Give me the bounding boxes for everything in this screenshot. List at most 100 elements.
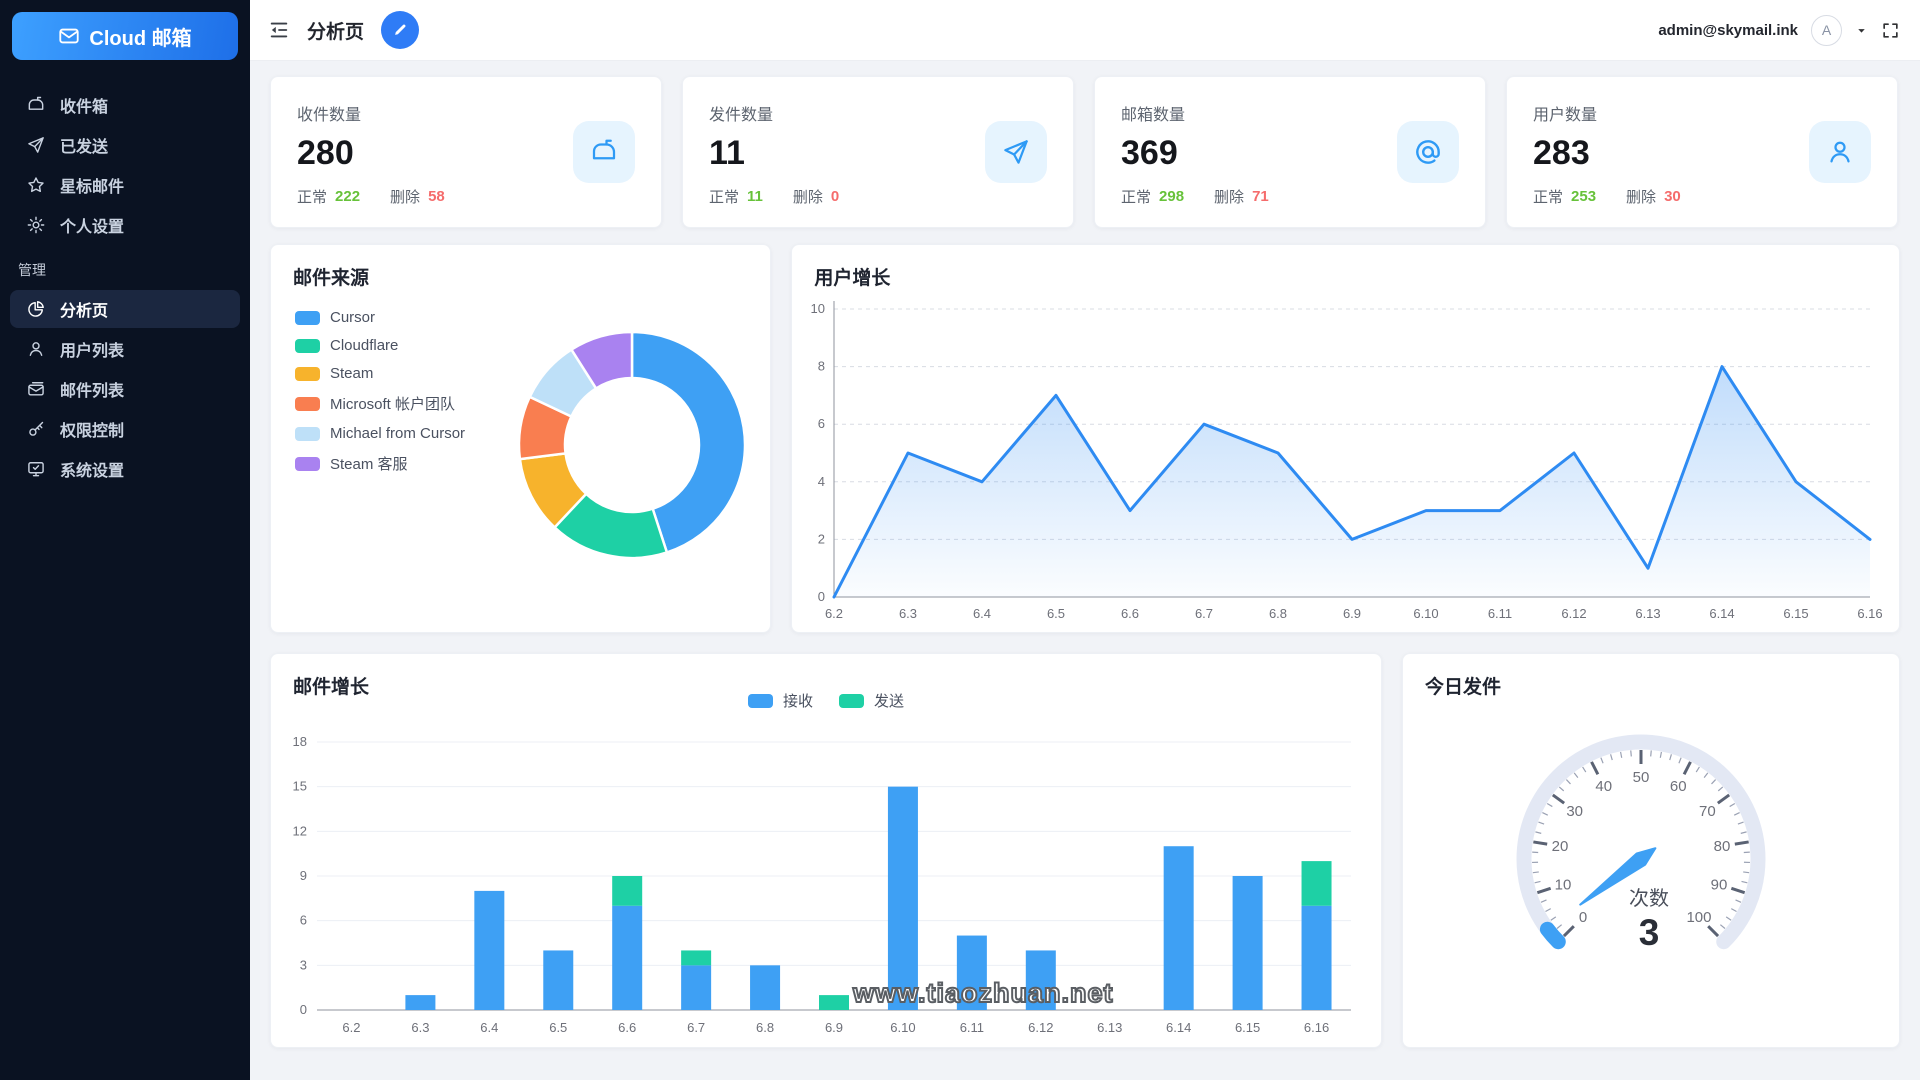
- legend-item[interactable]: Michael from Cursor: [295, 425, 465, 442]
- normal-value: 11: [747, 188, 763, 205]
- system-icon: [26, 459, 46, 479]
- pencil-icon: [391, 21, 409, 39]
- svg-text:4: 4: [818, 474, 825, 489]
- sidebar-item-permissions[interactable]: 权限控制: [10, 410, 240, 448]
- legend-item[interactable]: 发送: [839, 690, 904, 711]
- svg-text:6.16: 6.16: [1304, 1020, 1329, 1035]
- sidebar-item-analytics[interactable]: 分析页: [10, 290, 240, 328]
- svg-text:6.7: 6.7: [1195, 606, 1213, 621]
- legend-swatch: [295, 366, 320, 381]
- app-logo[interactable]: Cloud 邮箱: [12, 12, 238, 60]
- sidebar-item-sent[interactable]: 已发送: [10, 126, 240, 164]
- stat-title: 发件数量: [709, 107, 774, 124]
- today-sent-card: 今日发件 0 10 20 30 40 50 60 70 80 90 100 次数 3: [1402, 653, 1900, 1048]
- stat-card-mailboxes: 邮箱数量 369 正常 298 删除 71: [1094, 76, 1486, 228]
- pie-legend: Cursor Cloudflare Steam Microsoft 帐户团队 Micha…: [295, 309, 465, 485]
- star-icon: [26, 175, 46, 195]
- legend-label: Steam 客服: [330, 456, 408, 473]
- svg-text:30: 30: [1566, 803, 1583, 820]
- legend-item[interactable]: Cloudflare: [295, 337, 465, 354]
- mail-growth-bar-chart: 0 3 6 9 12 15 18 6.2 6.3 6.4 6.5 6.6 6.7 6.8 6.9 6.10 6.…: [293, 734, 1351, 1035]
- card-title: 邮件来源: [293, 268, 370, 289]
- avatar[interactable]: A: [1811, 14, 1842, 46]
- sidebar-item-label: 分析页: [60, 303, 109, 320]
- sidebar-item-label: 邮件列表: [60, 383, 125, 400]
- sidebar-item-label: 个人设置: [60, 219, 125, 236]
- edit-button[interactable]: [381, 11, 420, 49]
- svg-text:6.6: 6.6: [618, 1020, 636, 1035]
- svg-text:40: 40: [1595, 778, 1612, 795]
- legend-item[interactable]: Cursor: [295, 309, 465, 326]
- svg-text:6.14: 6.14: [1710, 606, 1735, 621]
- svg-text:3: 3: [1639, 912, 1660, 953]
- normal-label: 正常: [1121, 189, 1152, 206]
- sidebar-nav: 收件箱 已发送 星标邮件 个人设置 管理 分析页 用户列表: [0, 72, 250, 488]
- stats-row: 收件数量 280 正常 222 删除 58: [270, 76, 1900, 228]
- svg-text:10: 10: [811, 301, 825, 316]
- stat-value: 369: [1121, 134, 1178, 172]
- inbox-icon: [26, 95, 46, 115]
- normal-label: 正常: [709, 189, 740, 206]
- sidebar-item-mail-list[interactable]: 邮件列表: [10, 370, 240, 408]
- svg-text:6.4: 6.4: [480, 1020, 498, 1035]
- svg-text:3: 3: [300, 957, 307, 972]
- svg-text:70: 70: [1699, 803, 1716, 820]
- legend-label: Steam: [330, 365, 374, 382]
- stat-title: 收件数量: [297, 107, 362, 124]
- legend-item[interactable]: Microsoft 帐户团队: [295, 393, 465, 414]
- mail-list-icon: [26, 379, 46, 399]
- legend-item[interactable]: Steam: [295, 365, 465, 382]
- sidebar-item-label: 收件箱: [60, 99, 109, 116]
- legend-swatch: [295, 310, 320, 325]
- svg-text:8: 8: [818, 359, 825, 374]
- delete-value: 58: [428, 188, 445, 205]
- stat-card-received: 收件数量 280 正常 222 删除 58: [270, 76, 662, 228]
- app-title: Cloud 邮箱: [89, 27, 192, 50]
- sidebar-item-profile-settings[interactable]: 个人设置: [10, 206, 240, 244]
- sidebar-section-label: 管理: [18, 262, 46, 278]
- chevron-down-icon[interactable]: [1855, 24, 1868, 37]
- content: 收件数量 280 正常 222 删除 58: [250, 61, 1920, 1048]
- legend-swatch: [295, 396, 320, 411]
- sidebar-item-system-settings[interactable]: 系统设置: [10, 450, 240, 488]
- bar-legend: 接收 发送: [271, 690, 1381, 711]
- svg-text:90: 90: [1711, 876, 1728, 893]
- svg-text:6.12: 6.12: [1028, 1020, 1053, 1035]
- svg-text:6.15: 6.15: [1784, 606, 1809, 621]
- stat-value: 283: [1533, 134, 1590, 172]
- legend-item[interactable]: Steam 客服: [295, 453, 465, 474]
- send-icon: [26, 135, 46, 155]
- collapse-menu-icon[interactable]: [268, 19, 290, 41]
- delete-label: 删除: [1626, 189, 1657, 206]
- delete-value: 71: [1252, 188, 1269, 205]
- svg-text:20: 20: [1552, 838, 1569, 855]
- svg-text:15: 15: [293, 779, 307, 794]
- key-icon: [26, 419, 46, 439]
- svg-text:6.5: 6.5: [1047, 606, 1065, 621]
- normal-label: 正常: [297, 189, 328, 206]
- svg-text:6.12: 6.12: [1562, 606, 1587, 621]
- normal-value: 253: [1571, 188, 1597, 205]
- svg-text:10: 10: [1555, 876, 1572, 893]
- sidebar-item-user-list[interactable]: 用户列表: [10, 330, 240, 368]
- svg-text:0: 0: [1579, 909, 1587, 926]
- mail-source-card: 邮件来源 Cursor Cloudflare Steam Microsoft 帐户团队…: [270, 244, 772, 633]
- delete-label: 删除: [390, 189, 421, 206]
- delete-value: 0: [830, 188, 840, 205]
- svg-text:6: 6: [300, 913, 307, 928]
- sidebar: Cloud 邮箱 收件箱 已发送 星标邮件 个人设置 管理 分析页: [0, 0, 250, 1080]
- user-menu[interactable]: admin@skymail.ink A: [1658, 14, 1900, 46]
- svg-text:0: 0: [300, 1002, 307, 1017]
- svg-text:12: 12: [293, 823, 307, 838]
- mailbox-icon: [573, 121, 635, 183]
- pie-chart-icon: [26, 299, 46, 319]
- legend-label: Microsoft 帐户团队: [330, 396, 456, 413]
- mail-source-donut-chart: [517, 330, 747, 560]
- legend-item[interactable]: 接收: [747, 690, 813, 711]
- sidebar-item-starred[interactable]: 星标邮件: [10, 166, 240, 204]
- sidebar-item-inbox[interactable]: 收件箱: [10, 86, 240, 124]
- fullscreen-icon[interactable]: [1881, 21, 1900, 40]
- topbar: 分析页 admin@skymail.ink A: [250, 0, 1920, 61]
- user-growth-area-chart: 0 2 4 6 8 10 6.2 6.3 6.4 6.5 6.6 6.7 6.8 6.9 6.10 6.11 6…: [811, 301, 1883, 621]
